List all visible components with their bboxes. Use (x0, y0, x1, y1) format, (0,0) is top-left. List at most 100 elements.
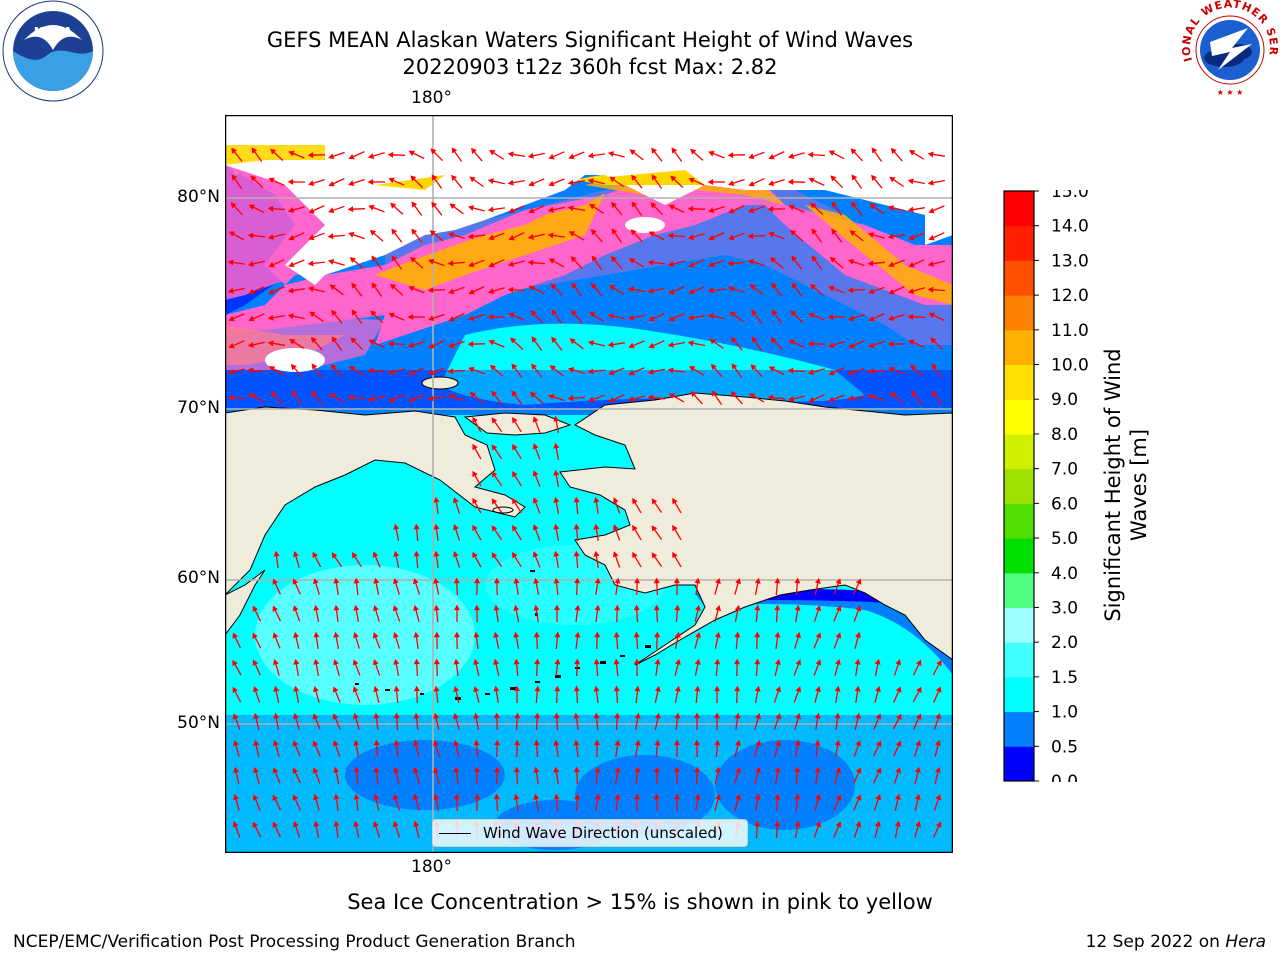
wave-arrow-head (493, 712, 500, 719)
wave-arrow-head (231, 147, 237, 154)
wave-arrow-head (910, 364, 917, 371)
wave-arrow-head (393, 577, 399, 585)
wave-arrow-head (687, 205, 694, 212)
wave-arrow-head (672, 551, 678, 559)
wave-arrow-head (654, 685, 661, 692)
wave-arrow-head (629, 149, 636, 156)
wave-arrow-head (412, 794, 419, 801)
wave-arrow-head (487, 178, 494, 185)
wave-arrow-head (293, 712, 299, 720)
colorbar-tick-label: 1.0 (1051, 703, 1078, 723)
wave-arrow-head (734, 604, 741, 611)
wave-arrow-head (573, 523, 580, 530)
wave-arrow-head (507, 286, 514, 293)
wave-arrow-head (570, 256, 577, 263)
wave-arrow-head (835, 794, 842, 801)
wave-arrow-head (451, 147, 458, 154)
wave-arrow-head (868, 342, 875, 349)
wave-arrow-head (513, 604, 520, 611)
wave-arrow-head (312, 740, 319, 747)
wave-arrow-head (373, 712, 380, 719)
wave-arrow-head (428, 258, 435, 265)
wave-arrow-head (868, 315, 875, 322)
wave-arrow-head (348, 231, 355, 238)
wave-arrow-head (268, 288, 275, 295)
wave-arrow-head (268, 261, 275, 268)
wave-arrow-head (313, 820, 320, 827)
wave-arrow-head (408, 396, 415, 403)
wave-arrow-head (353, 604, 360, 611)
wave-arrow-head (829, 257, 837, 263)
wave-arrow-head (714, 658, 721, 665)
wave-arrow-head (633, 658, 641, 665)
wave-arrow-head (754, 793, 761, 800)
wave-arrow-head (611, 201, 617, 209)
wave-arrow-head (795, 686, 802, 693)
wave-arrow-head (928, 207, 935, 214)
wave-arrow-head (529, 391, 536, 398)
wave-arrow-head (232, 686, 238, 693)
wave-arrow-head (373, 685, 380, 692)
wave-arrow-head (828, 369, 835, 376)
wave-arrow-head (507, 151, 514, 158)
wave-arrow-head (293, 550, 299, 558)
wave-arrow-head (674, 712, 681, 719)
wave-arrow-head (487, 313, 494, 321)
wave-arrow-head (510, 337, 517, 344)
wave-arrow-head (787, 396, 794, 402)
wave-arrow-head (273, 685, 280, 692)
wave-arrow-head (935, 686, 942, 693)
wave-arrow-head (612, 551, 619, 558)
wave-arrow-head (647, 368, 654, 375)
wave-arrow-head (587, 340, 594, 347)
wave-arrow-head (268, 366, 276, 372)
colorbar-tick-label: 3.0 (1051, 598, 1078, 618)
wave-arrow-head (548, 153, 555, 160)
wave-arrow-head (333, 766, 340, 773)
wave-arrow-head (567, 179, 574, 186)
wave-arrow-head (348, 180, 355, 187)
wave-arrow-head (448, 315, 455, 322)
wave-arrow-head (768, 153, 775, 160)
wave-arrow-head (453, 766, 460, 773)
wave-arrow-head (272, 739, 279, 747)
wave-arrow-head (491, 498, 498, 505)
wave-arrow-head (931, 390, 938, 397)
wave-arrow-head (430, 148, 437, 155)
wave-arrow-head (728, 180, 735, 187)
wave-arrow-head (875, 794, 882, 801)
wave-arrow-head (927, 179, 934, 186)
wave-arrow-head (755, 766, 761, 774)
wave-arrow-head (292, 794, 299, 801)
wave-arrow-head (409, 256, 417, 263)
wave-arrow-head (451, 174, 457, 181)
wave-arrow-head (835, 605, 842, 612)
wave-arrow-head (831, 201, 838, 208)
wave-arrow-head (247, 232, 254, 239)
wave-arrow-head (612, 524, 619, 531)
colorbar-tick-label: 5.0 (1051, 529, 1078, 549)
wave-arrow-head (548, 180, 555, 187)
wave-arrow-head (252, 632, 258, 639)
wave-arrow-head (487, 206, 494, 213)
wave-arrow-head (888, 288, 895, 295)
wave-arrow-head (790, 310, 797, 317)
wave-arrow-head (653, 604, 660, 611)
wave-arrow-head (774, 766, 781, 773)
wave-arrow-head (448, 393, 455, 400)
wave-arrow-head (531, 336, 538, 343)
wave-arrow-head (896, 713, 902, 720)
wave-arrow-head (571, 282, 578, 289)
wave-arrow-head (751, 336, 758, 343)
wave-arrow-head (767, 394, 774, 401)
wave-arrow-head (267, 234, 274, 240)
wave-arrow-head (553, 550, 560, 557)
wave-arrow-head (268, 177, 275, 184)
wave-arrow-head (252, 659, 259, 666)
wave-arrow-head (707, 313, 714, 320)
wave-arrow-head (467, 233, 474, 240)
wave-arrow-head (794, 739, 801, 746)
wave-arrow-head (774, 577, 781, 584)
wave-arrow-head (634, 766, 641, 773)
wave-arrow-head (534, 712, 541, 719)
